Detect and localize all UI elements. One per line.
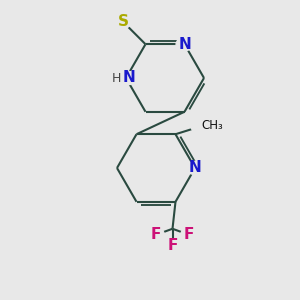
Text: F: F <box>151 227 161 242</box>
Text: N: N <box>178 37 191 52</box>
Text: H: H <box>111 71 121 85</box>
Ellipse shape <box>115 15 131 28</box>
Ellipse shape <box>187 161 203 175</box>
Text: F: F <box>167 238 178 253</box>
Ellipse shape <box>196 121 218 133</box>
Text: N: N <box>123 70 135 86</box>
Ellipse shape <box>176 38 193 51</box>
Ellipse shape <box>148 228 164 242</box>
Ellipse shape <box>118 71 134 85</box>
Text: S: S <box>118 14 128 29</box>
Text: N: N <box>189 160 201 175</box>
Ellipse shape <box>191 120 208 133</box>
Ellipse shape <box>116 71 139 85</box>
Ellipse shape <box>181 228 197 242</box>
Ellipse shape <box>164 239 181 252</box>
Text: CH₃: CH₃ <box>201 119 223 132</box>
Text: F: F <box>184 227 194 242</box>
